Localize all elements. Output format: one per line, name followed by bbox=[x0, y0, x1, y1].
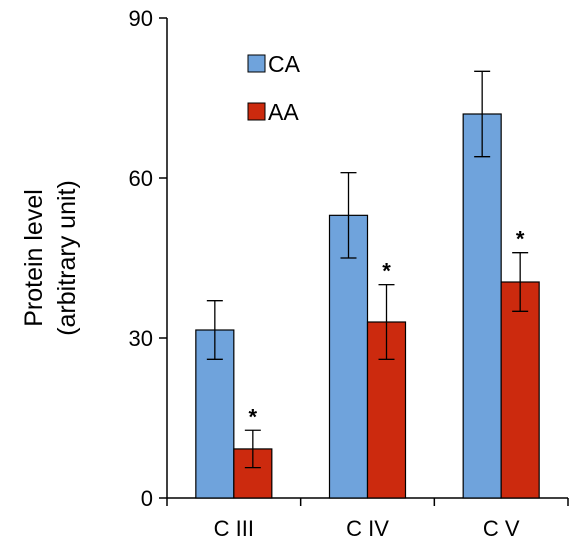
significance-markers: * * * bbox=[249, 227, 525, 430]
legend-swatch-aa bbox=[247, 102, 266, 121]
bars bbox=[195, 113, 540, 499]
x-tick-label: C III bbox=[214, 516, 254, 541]
y-axis-title-line2: (arbitrary unit) bbox=[53, 180, 81, 336]
y-tick-label: 30 bbox=[129, 326, 153, 351]
legend-label-ca: CA bbox=[268, 51, 301, 77]
legend-label-aa: AA bbox=[268, 99, 299, 125]
significance-marker: * bbox=[249, 404, 258, 429]
x-axis: C III C IV C V bbox=[166, 497, 569, 541]
x-tick-label: C V bbox=[483, 516, 520, 541]
y-axis: 0 30 60 90 bbox=[129, 6, 168, 511]
y-tick-label: 0 bbox=[141, 486, 153, 511]
bar-ca bbox=[328, 214, 369, 499]
error-bars bbox=[206, 70, 529, 469]
y-tick-label: 60 bbox=[129, 166, 153, 191]
significance-marker: * bbox=[516, 227, 525, 252]
bar-aa bbox=[500, 281, 540, 499]
legend-swatch-ca bbox=[247, 54, 266, 73]
x-tick-label: C IV bbox=[346, 516, 389, 541]
bar-ca bbox=[462, 113, 502, 499]
y-tick-label: 90 bbox=[129, 6, 153, 31]
y-axis-title-line1: Protein level bbox=[20, 189, 48, 327]
legend: CA AA bbox=[247, 51, 301, 125]
significance-marker: * bbox=[382, 259, 391, 284]
